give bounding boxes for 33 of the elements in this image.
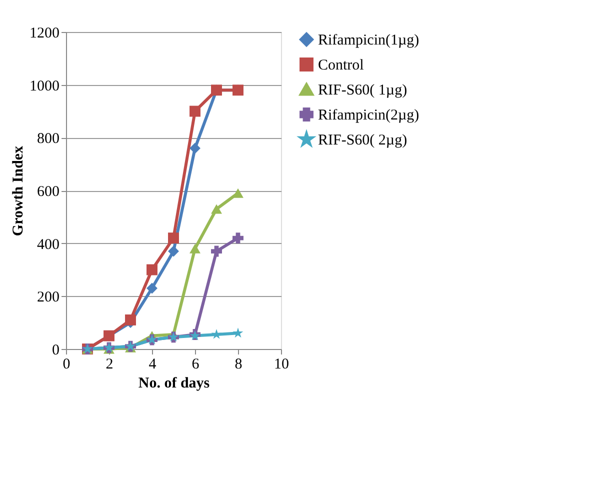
legend-label: RIF-S60( 1µg): [318, 82, 408, 98]
legend-label: Rifampicin(2µg): [318, 108, 420, 124]
point: [168, 246, 179, 257]
y-tick-label: 0: [52, 342, 60, 358]
y-axis-title: Growth Index: [10, 145, 26, 236]
x-tick-label: 0: [62, 356, 70, 372]
legend-label: RIF-S60( 2µg): [318, 132, 408, 148]
point: [232, 188, 244, 198]
y-tick-label: 1200: [30, 26, 60, 42]
point: [168, 232, 179, 244]
x-tick-label: 2: [106, 356, 114, 372]
point: [146, 264, 158, 276]
x-tick-label: 10: [274, 356, 289, 372]
point: [211, 204, 222, 214]
x-tick-label: 4: [148, 356, 157, 372]
point: [232, 232, 244, 244]
point: [146, 282, 158, 294]
y-tick-label: 600: [37, 184, 60, 200]
legend-label: Control: [318, 58, 364, 74]
point: [211, 328, 222, 339]
point: [190, 106, 200, 117]
x-axis-title: No. of days: [138, 376, 210, 392]
point: [211, 246, 222, 257]
y-tick-label: 200: [37, 290, 60, 306]
y-tick-label: 800: [37, 131, 60, 148]
point: [190, 244, 200, 254]
point: [190, 142, 200, 154]
x-tick-label: 8: [234, 356, 242, 372]
y-tick-label: 1000: [30, 78, 60, 94]
x-tick-label: 6: [192, 356, 200, 372]
y-tick-label: 400: [37, 236, 60, 253]
legend-label: Rifampicin(1µg): [318, 32, 420, 48]
point: [232, 328, 244, 338]
